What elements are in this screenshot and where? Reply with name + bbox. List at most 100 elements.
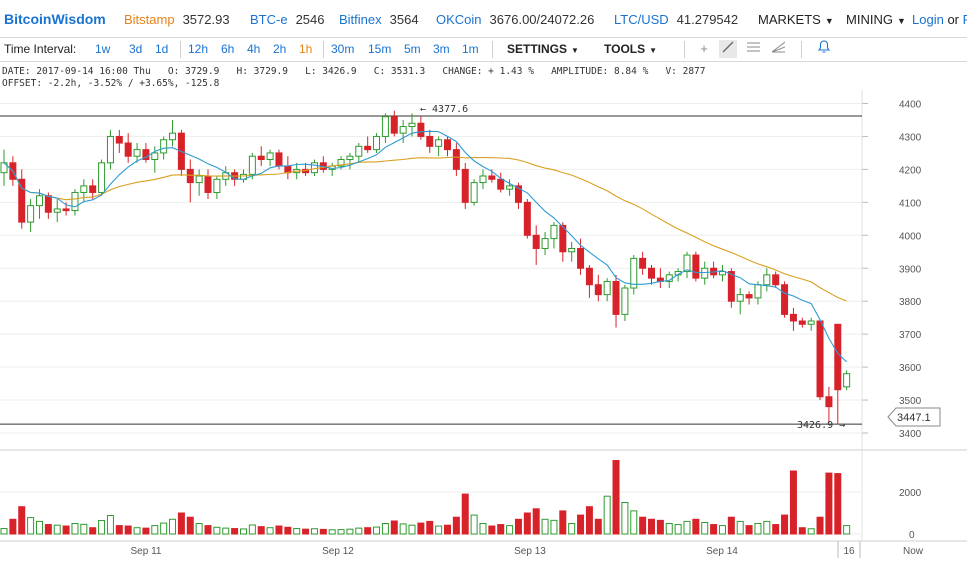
volume-bar — [514, 518, 522, 535]
market-price: 41.279542 — [676, 12, 739, 27]
market-name: OKCoin — [436, 12, 482, 27]
market-price: 2546 — [295, 12, 325, 27]
volume-bar — [745, 525, 753, 535]
volume-bar — [160, 522, 168, 535]
volume-bar — [186, 516, 194, 535]
chevron-down-icon: ▼ — [571, 46, 579, 55]
mining-menu[interactable]: MINING ▼ — [846, 12, 906, 27]
interval-2h[interactable]: 2h — [273, 42, 287, 56]
horizontal-lines-tool-icon[interactable] — [744, 40, 762, 58]
volume-bar — [789, 470, 797, 535]
volume-bar — [71, 523, 79, 535]
login-link[interactable]: Login — [912, 12, 944, 27]
volume-bar — [106, 515, 114, 535]
site-logo[interactable]: BitcoinWisdom — [4, 11, 106, 27]
volume-bar — [523, 512, 531, 535]
high-price-label: ← 4377.6 — [420, 104, 468, 115]
volume-bar — [470, 514, 478, 535]
interval-6h[interactable]: 6h — [221, 42, 235, 56]
candle-body — [248, 155, 256, 175]
candle-body — [577, 247, 585, 269]
interval-30m[interactable]: 30m — [331, 42, 355, 56]
fan-tool-icon[interactable] — [769, 40, 787, 58]
market-btce[interactable]: BTC-e 2546 — [250, 12, 324, 27]
candle-body — [408, 122, 416, 128]
interval-1w[interactable]: 1w — [95, 42, 111, 56]
candle-body — [89, 185, 97, 193]
candle-body — [550, 224, 558, 240]
candle-body — [514, 185, 522, 203]
volume-bar — [506, 525, 514, 535]
candle-body — [692, 254, 700, 279]
candle-body — [106, 135, 114, 164]
markets-menu[interactable]: MARKETS ▼ — [758, 12, 834, 27]
interval-4h[interactable]: 4h — [247, 42, 261, 56]
price-tick-label: 4000 — [899, 231, 922, 242]
volume-bar — [293, 528, 301, 535]
volume-bar — [195, 523, 203, 535]
volume-bar — [710, 524, 718, 535]
settings-menu[interactable]: SETTINGS ▼ — [507, 42, 579, 56]
candle-body — [701, 267, 709, 279]
market-price: 3564 — [389, 12, 419, 27]
market-price: 3572.93 — [182, 12, 230, 27]
volume-bar — [266, 527, 274, 535]
tools-menu-label: TOOLS — [604, 42, 646, 56]
candle-body — [355, 145, 363, 157]
price-chart[interactable]: 3400 3500 3600 3700 3800 3900 4000 4100 4200 4300… — [0, 90, 967, 567]
volume-bar — [718, 525, 726, 535]
volume-bar — [603, 495, 611, 535]
volume-bar — [115, 525, 123, 535]
volume-bar — [381, 523, 389, 535]
volume-bar — [639, 516, 647, 535]
interval-3d[interactable]: 3d — [129, 42, 143, 56]
candle-body — [115, 135, 123, 144]
interval-15m[interactable]: 15m — [368, 42, 392, 56]
volume-bar — [612, 460, 620, 535]
volume-bar — [834, 473, 842, 535]
interval-12h[interactable]: 12h — [188, 42, 209, 56]
volume-bar — [754, 523, 762, 535]
toolbar-divider — [492, 41, 493, 58]
volume-bar — [248, 524, 256, 535]
market-okcoin[interactable]: OKCoin 3676.00/24072.26 — [436, 12, 594, 27]
market-bitfinex[interactable]: Bitfinex 3564 — [339, 12, 419, 27]
price-tick-label: 4300 — [899, 132, 922, 143]
interval-1m[interactable]: 1m — [462, 42, 479, 56]
candle-body — [346, 155, 354, 161]
interval-5m[interactable]: 5m — [404, 42, 421, 56]
volume-bar — [781, 514, 789, 535]
volume-bar — [346, 528, 354, 535]
volume-bar — [337, 529, 345, 535]
market-ltcusd[interactable]: LTC/USD 41.279542 — [614, 12, 738, 27]
candle-body — [452, 149, 460, 170]
line-tool-icon[interactable] — [719, 40, 737, 58]
interval-1d[interactable]: 1d — [155, 42, 169, 56]
tools-menu[interactable]: TOOLS ▼ — [604, 42, 657, 56]
candle-body — [772, 274, 780, 286]
register-link[interactable]: R — [963, 12, 967, 27]
volume-bar — [133, 527, 141, 535]
bell-icon[interactable] — [815, 40, 833, 58]
volume-bar — [98, 520, 106, 535]
candle-body — [798, 320, 806, 325]
crosshair-tool-icon[interactable]: + — [700, 41, 708, 56]
candle-body — [781, 284, 789, 315]
chevron-down-icon: ▼ — [824, 16, 834, 26]
last-price-tag — [887, 407, 941, 427]
candle-body — [275, 152, 283, 167]
volume-bar — [426, 520, 434, 535]
volume-bar — [461, 493, 469, 535]
price-tick-label: 4200 — [899, 165, 922, 176]
volume-bar — [541, 518, 549, 535]
candle-body — [266, 152, 274, 161]
chevron-down-icon: ▼ — [896, 16, 906, 26]
interval-1h[interactable]: 1h — [299, 42, 313, 56]
volume-bar — [630, 510, 638, 535]
candle-body — [585, 267, 593, 286]
candle-body — [71, 191, 79, 212]
interval-3m[interactable]: 3m — [433, 42, 450, 56]
market-bitstamp[interactable]: Bitstamp 3572.93 — [124, 12, 230, 27]
candle-body — [18, 178, 26, 223]
volume-bar — [177, 512, 185, 535]
